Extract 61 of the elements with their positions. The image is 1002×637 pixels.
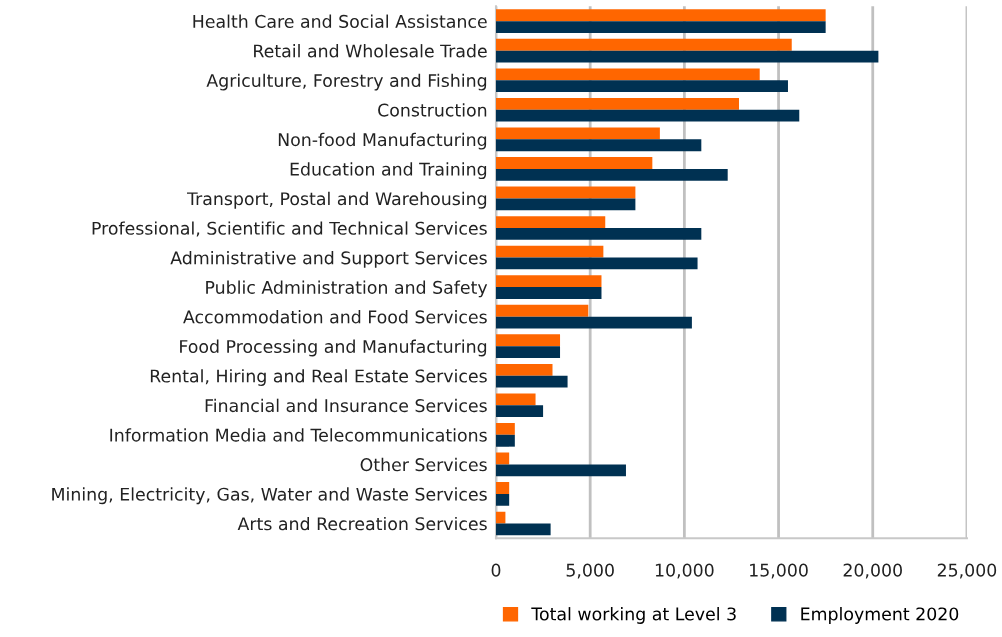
y-tick-label: Retail and Wholesale Trade	[254, 44, 487, 58]
bar	[495, 523, 551, 536]
y-tick-label: Information Media and Telecommunications	[110, 428, 487, 442]
bar	[495, 493, 510, 506]
y-tick-label: Mining, Electricity, Gas, Water and Waste Services	[52, 487, 487, 505]
legend-label: Total working at Level 3	[531, 607, 736, 624]
bar	[495, 304, 589, 317]
bar	[495, 375, 568, 388]
y-tick-label: Transport, Postal and Warehousing	[187, 191, 487, 209]
legend-label: Employment 2020	[801, 607, 959, 624]
bar	[495, 127, 660, 140]
y-tick-label: Agriculture, Forestry and Fishing	[206, 73, 487, 91]
bar	[495, 393, 536, 406]
bar	[495, 482, 510, 494]
bar	[495, 50, 879, 63]
y-tick-label: Food Processing and Manufacturing	[180, 339, 487, 357]
x-tick-label: 25,000	[937, 563, 997, 579]
y-tick-label: Other Services	[360, 457, 487, 472]
bar	[495, 186, 636, 199]
x-tick-label: 20,000	[843, 563, 902, 579]
bar	[495, 405, 544, 418]
y-tick-label: Education and Training	[290, 162, 487, 180]
x-tick-label: 10,000	[655, 563, 714, 579]
bar	[495, 363, 553, 376]
y-tick-label: Accommodation and Food Services	[183, 310, 487, 324]
x-tick-label: 0	[491, 563, 501, 577]
bar	[495, 275, 602, 288]
y-tick-label: Administrative and Support Services	[170, 250, 487, 268]
y-tick-label: Non-food Manufacturing	[278, 132, 487, 150]
bar	[495, 245, 604, 258]
y-tick-label: Rental, Hiring and Real Estate Services	[150, 369, 487, 386]
bar	[495, 97, 739, 110]
y-tick-label: Public Administration and Safety	[206, 280, 488, 298]
bar	[495, 139, 702, 152]
bar	[495, 346, 561, 359]
bar	[495, 68, 760, 81]
bar	[495, 334, 561, 347]
bar	[495, 452, 510, 465]
bar	[495, 423, 515, 435]
x-tick-label: 15,000	[750, 563, 808, 579]
bar	[495, 168, 728, 181]
bar	[495, 198, 636, 211]
bar	[495, 287, 602, 299]
bar	[495, 157, 653, 169]
x-tick-label: 5,000	[566, 563, 614, 579]
bar	[495, 227, 702, 240]
bar	[495, 9, 826, 22]
bar	[495, 257, 698, 270]
bar	[495, 316, 692, 329]
bar	[495, 109, 800, 122]
bar	[495, 21, 826, 33]
bar	[495, 434, 515, 447]
bar	[495, 38, 792, 51]
y-tick-label: Arts and Recreation Services	[237, 516, 487, 531]
y-tick-label: Professional, Scientific and Technical Services	[92, 221, 487, 237]
y-tick-label: Financial and Insurance Services	[205, 398, 487, 413]
bar	[495, 464, 626, 477]
y-tick-label: Health Care and Social Assistance	[193, 14, 487, 28]
bar	[495, 80, 788, 93]
y-tick-label: Construction	[378, 103, 487, 117]
bar	[495, 216, 606, 228]
